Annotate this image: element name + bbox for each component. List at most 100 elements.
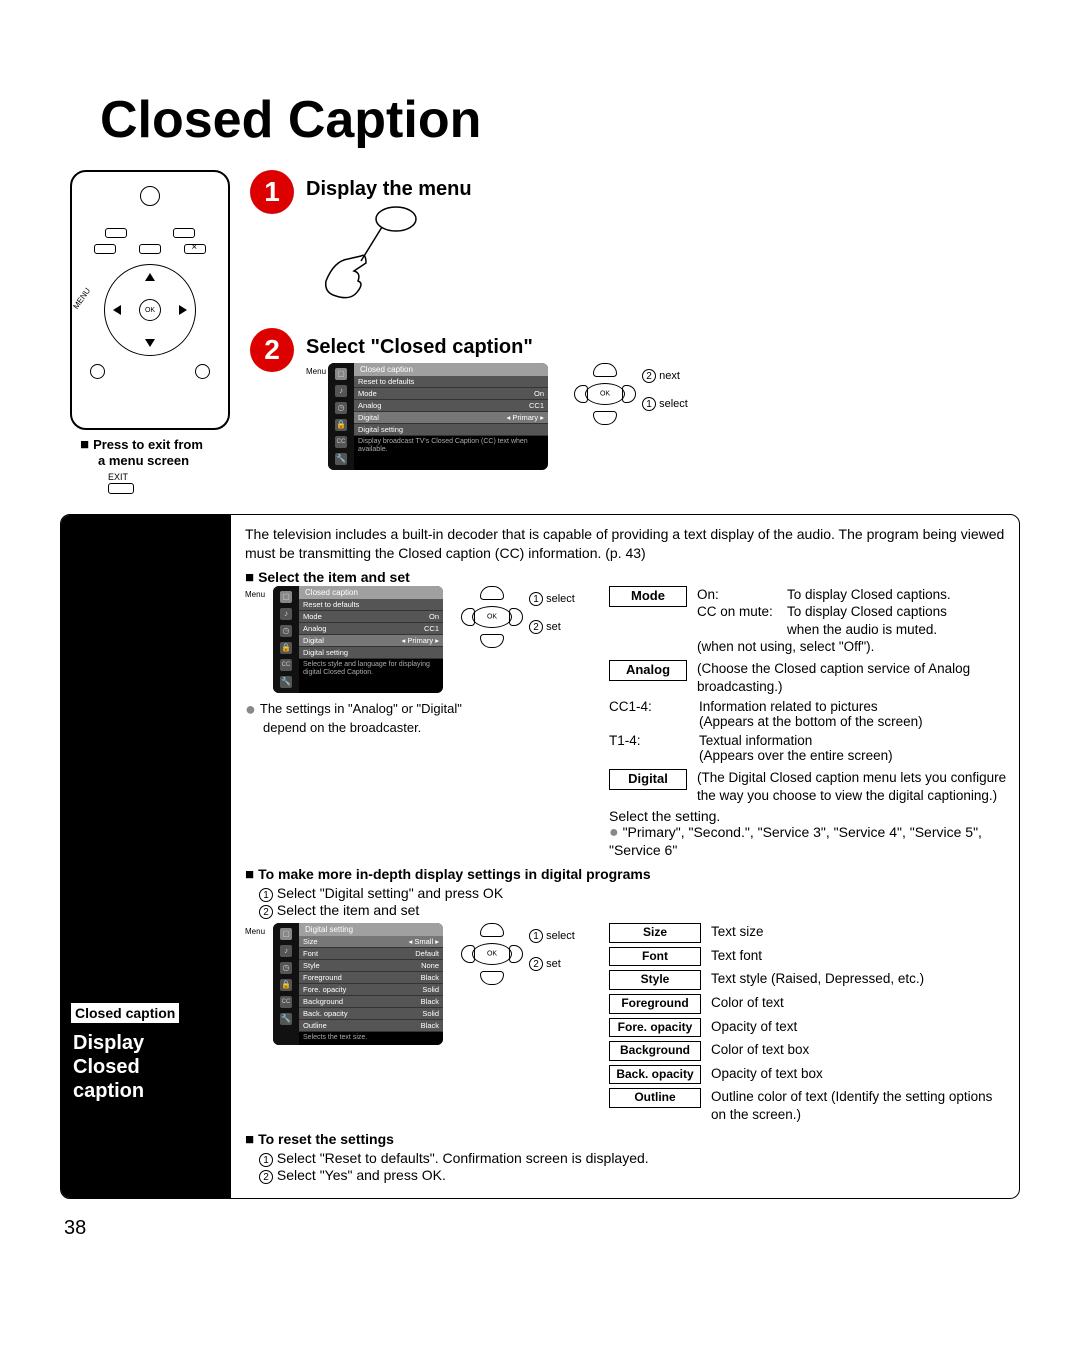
step-1: 1 Display the menu [250, 170, 1020, 314]
menu-item-label: Digital [303, 636, 324, 645]
cc14-text1: Information related to pictures [699, 699, 878, 714]
font-key: Font [609, 947, 701, 967]
analog-top-text: (Choose the Closed caption service of An… [697, 660, 1007, 695]
remote-small-button [173, 228, 195, 238]
ok-label: OK [487, 951, 497, 958]
style-key: Style [609, 970, 701, 990]
chevron-up-icon [145, 273, 155, 281]
menu-label-icon: MENU [71, 286, 92, 310]
outline-key: Outline [609, 1088, 701, 1108]
step-number-badge: 1 [250, 170, 294, 214]
exit-note: ■Press to exit from a menu screen EXIT [80, 436, 230, 494]
menu-item-value: Black [421, 973, 439, 982]
menu-item-value: On [429, 612, 439, 621]
menu-word: Menu [245, 927, 265, 936]
remote-column: MENU OK ■Press to exit from a menu scree… [60, 170, 230, 494]
step-2: 2 Select "Closed caption" Menu ▢ ♪ ◷ [250, 328, 1020, 470]
foreground-key: Foreground [609, 994, 701, 1014]
indepth-header: To make more in-depth display settings i… [258, 866, 651, 882]
step-1-title: Display the menu [306, 178, 472, 201]
mode-mute-text1: To display Closed captions [787, 604, 947, 619]
analog-key: Analog [609, 660, 687, 681]
digital-options-text: "Primary", "Second.", "Service 3", "Serv… [609, 824, 982, 858]
menu-item-value: Solid [422, 985, 439, 994]
background-key: Background [609, 1041, 701, 1061]
remote-small-button [139, 244, 161, 254]
steps-column: 1 Display the menu 2 Select "Closed capt… [250, 170, 1020, 484]
dpad-set-label: set [546, 958, 561, 970]
note-icon: ♪ [335, 385, 347, 397]
ok-label: OK [600, 391, 610, 398]
dpad-next-label: next [659, 370, 680, 382]
step-number-badge: 2 [250, 328, 294, 372]
mode-key: Mode [609, 586, 687, 607]
menu-item-value: Small [414, 937, 433, 946]
display-closed-caption-label: DisplayClosedcaption [73, 1031, 144, 1103]
menu-item-value: Black [421, 1021, 439, 1030]
reset-step1: Select "Reset to defaults". Confirmation… [277, 1150, 649, 1166]
back-opacity-key: Back. opacity [609, 1065, 701, 1085]
menu-item-value: Primary [407, 636, 433, 645]
menu-item-value: CC1 [529, 401, 544, 410]
menu-item-label: Fore. opacity [303, 985, 346, 994]
menu-item-value: Solid [422, 1009, 439, 1018]
menu-item-label: Foreground [303, 973, 342, 982]
cc-icon: CC [335, 436, 347, 448]
select-set-header: Select the item and set [258, 569, 410, 585]
remote-small-button [105, 228, 127, 238]
digital-top-text: (The Digital Closed caption menu lets yo… [697, 769, 1007, 804]
menu-tab-icon: ▢ [280, 591, 292, 603]
fore-opacity-text: Opacity of text [711, 1018, 1007, 1036]
background-text: Color of text box [711, 1041, 1007, 1059]
menu-item-label: Analog [358, 401, 381, 410]
page-number: 38 [64, 1217, 1020, 1240]
menu-hint: Selects style and language for displayin… [299, 659, 443, 680]
menu-word: Menu [306, 367, 326, 376]
style-text: Text style (Raised, Depressed, etc.) [711, 970, 1007, 988]
remote-circle-button [195, 364, 210, 379]
wrench-icon: 🔧 [280, 676, 292, 688]
lock-icon: 🔒 [335, 419, 347, 431]
t14-text2: (Appears over the entire screen) [699, 748, 893, 763]
foreground-text: Color of text [711, 994, 1007, 1012]
note-icon: ♪ [280, 945, 292, 957]
onscreen-menu-small: ▢ ♪ ◷ 🔒 CC 🔧 Closed caption Reset to d [273, 586, 443, 693]
dpad-icon: OK [104, 264, 196, 356]
closed-caption-label: Closed caption [71, 1003, 179, 1023]
remote-illustration: MENU OK [70, 170, 230, 430]
menu-item-label: Digital setting [303, 648, 348, 657]
indepth-step1: Select "Digital setting" and press OK [277, 885, 503, 901]
cc14-text2: (Appears at the bottom of the screen) [699, 714, 923, 729]
menu-tab-icon: ▢ [280, 928, 292, 940]
cc14-label: CC1-4: [609, 699, 689, 729]
dpad-small-icon: OK [574, 363, 636, 425]
indepth-step2: Select the item and set [277, 902, 419, 918]
digital-key: Digital [609, 769, 687, 790]
t14-label: T1-4: [609, 733, 689, 763]
onscreen-menu: ▢ ♪ ◷ 🔒 CC 🔧 Closed caption Reset to d [328, 363, 548, 470]
menu-header: Digital setting [299, 923, 443, 936]
hand-pointing-icon [306, 201, 436, 311]
top-row: MENU OK ■Press to exit from a menu scree… [60, 170, 1020, 494]
menu-item-label: Font [303, 949, 318, 958]
cc-icon: CC [280, 659, 292, 671]
menu-word: Menu [245, 590, 265, 599]
ok-button-icon: OK [139, 299, 161, 321]
dpad-set-label: set [546, 621, 561, 633]
dpad-select-label: select [659, 398, 688, 410]
menu-hint: Selects the text size. [299, 1032, 443, 1044]
mode-on-text: To display Closed captions. [787, 586, 951, 604]
analog-digital-note: ●The settings in "Analog" or "Digital" d… [245, 699, 595, 735]
exit-note-line2: a menu screen [98, 453, 189, 468]
outline-text: Outline color of text (Identify the sett… [711, 1088, 1007, 1123]
fore-opacity-key: Fore. opacity [609, 1018, 701, 1038]
menu-tab-icon: ▢ [335, 368, 347, 380]
menu-item-label: Mode [303, 612, 322, 621]
menu-item-label: Digital [358, 413, 379, 422]
right-content: The television includes a built-in decod… [231, 515, 1019, 1198]
menu-item-label: Outline [303, 1021, 327, 1030]
remote-exit-button-icon [184, 244, 206, 254]
mode-on-label: On: [697, 586, 787, 604]
menu-item-value: Black [421, 997, 439, 1006]
back-opacity-text: Opacity of text box [711, 1065, 1007, 1083]
